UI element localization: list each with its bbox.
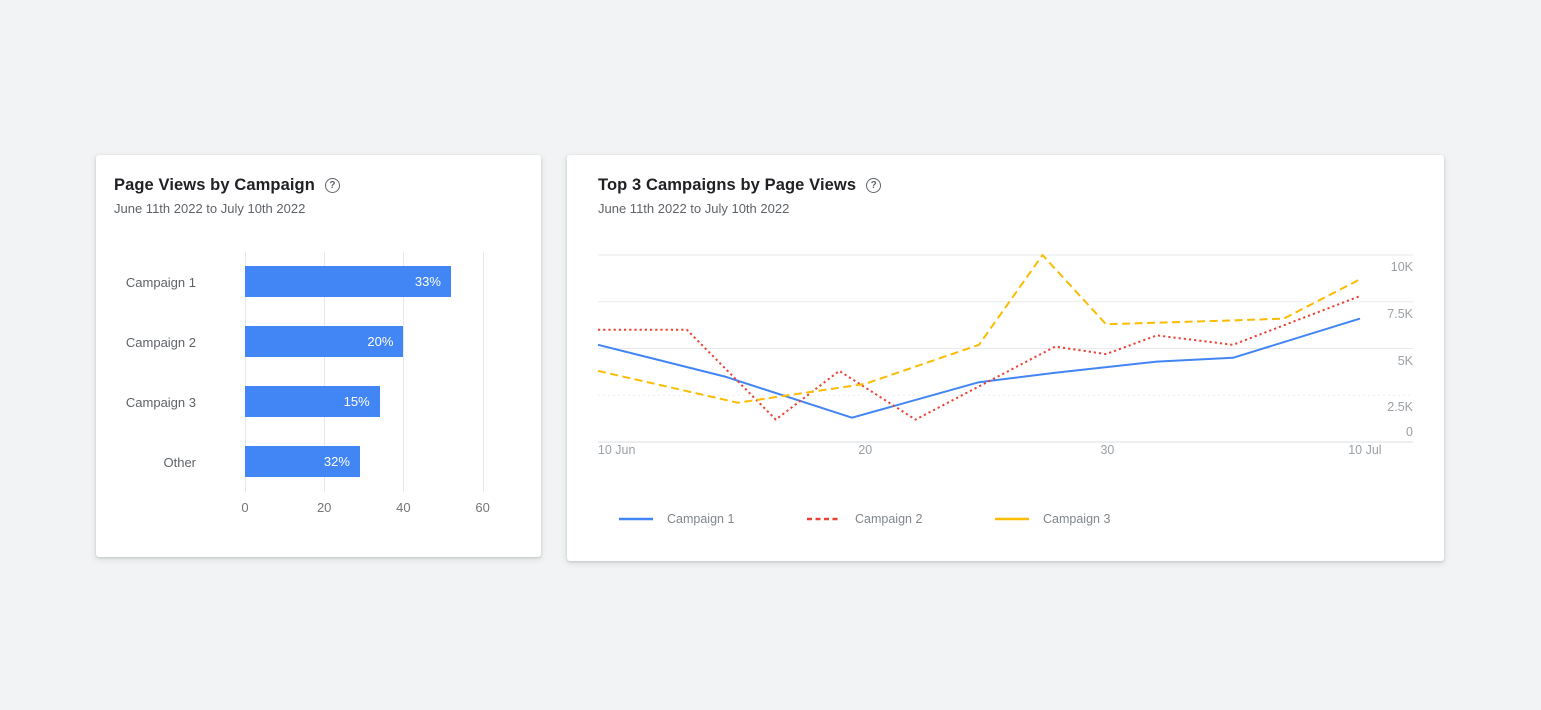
line-card-date-range: June 11th 2022 to July 10th 2022 xyxy=(598,201,790,216)
bar-category-labels: Campaign 1 Campaign 2 Campaign 3 Other xyxy=(96,252,196,492)
top3-campaigns-card: Top 3 Campaigns by Page Views ? June 11t… xyxy=(567,155,1444,561)
series-line-campaign-3[interactable] xyxy=(597,254,1361,404)
help-icon[interactable]: ? xyxy=(866,178,882,193)
series-line-campaign-2[interactable] xyxy=(598,295,1361,421)
line-x-tick-label: 30 xyxy=(1100,443,1115,457)
legend-label: Campaign 3 xyxy=(1043,512,1111,526)
line-x-tick-label: 10 Jul xyxy=(1348,443,1382,457)
legend-label: Campaign 2 xyxy=(855,512,923,526)
line-chart-canvas[interactable] xyxy=(567,155,1444,475)
legend-line-swatch xyxy=(995,517,1029,521)
legend-line-swatch xyxy=(619,517,653,521)
bar-category-label: Campaign 1 xyxy=(125,274,196,290)
legend-item-campaign-3[interactable]: Campaign 3 xyxy=(994,512,1182,526)
bar-gridline xyxy=(403,252,405,492)
line-y-tick-label: 2.5K xyxy=(1387,400,1413,415)
bar-category-label: Campaign 3 xyxy=(125,394,196,410)
line-x-tick-label: 10 Jun xyxy=(597,443,636,457)
bar-row: 32% xyxy=(245,432,485,492)
bar-card-date-range: June 11th 2022 to July 10th 2022 xyxy=(114,201,306,216)
bar-gridline xyxy=(324,252,326,492)
line-x-tick-label: 20 xyxy=(858,443,873,457)
bar-axis-tick-label: 20 xyxy=(316,500,332,515)
bar-row: 33% xyxy=(245,252,485,312)
bar-campaign-1[interactable]: 33% xyxy=(245,266,451,297)
bar-row: 15% xyxy=(245,372,485,432)
line-y-tick-label: 5K xyxy=(1397,353,1413,368)
bar-axis-tick-label: 40 xyxy=(396,500,411,515)
help-icon[interactable]: ? xyxy=(324,178,340,193)
legend-label: Campaign 1 xyxy=(667,512,735,526)
bar-category-label: Other xyxy=(163,454,196,470)
bar-gridline xyxy=(482,252,484,492)
bar-value-label: 15% xyxy=(343,394,370,409)
line-card-title: Top 3 Campaigns by Page Views xyxy=(598,176,857,194)
bar-value-label: 33% xyxy=(414,274,441,289)
bar-value-label: 20% xyxy=(367,334,394,349)
bar-card-header: Page Views by Campaign ? June 11th 2022 … xyxy=(114,176,340,216)
bar-category-label: Campaign 2 xyxy=(125,334,196,350)
legend-item-campaign-1[interactable]: Campaign 1 xyxy=(618,512,806,526)
line-y-tick-label: 7.5K xyxy=(1387,306,1413,321)
legend-line-swatch xyxy=(807,517,841,521)
bar-card-title: Page Views by Campaign xyxy=(114,176,315,194)
pageviews-by-campaign-card: Page Views by Campaign ? June 11th 2022 … xyxy=(96,155,541,557)
bar-chart-plot: 33% 20% 15% 32% xyxy=(245,252,485,492)
chart-legend: Campaign 1 Campaign 2 Campaign 3 xyxy=(618,512,1182,526)
line-card-header: Top 3 Campaigns by Page Views ? June 11t… xyxy=(598,176,882,216)
bar-campaign-2[interactable]: 20% xyxy=(245,326,404,357)
bar-campaign-3[interactable]: 15% xyxy=(245,386,380,417)
bar-other[interactable]: 32% xyxy=(245,446,360,477)
line-y-tick-label: 0 xyxy=(1406,425,1413,439)
series-line-campaign-1[interactable] xyxy=(597,317,1361,419)
bar-row: 20% xyxy=(245,312,485,372)
legend-item-campaign-2[interactable]: Campaign 2 xyxy=(806,512,994,526)
bar-axis-tick-label: 60 xyxy=(475,500,490,515)
line-y-tick-label: 10K xyxy=(1390,260,1413,274)
bar-x-axis: 0 20 40 60 xyxy=(241,500,489,516)
bar-gridline xyxy=(245,252,246,492)
bar-axis-tick-label: 0 xyxy=(241,500,249,515)
bar-value-label: 32% xyxy=(323,454,350,469)
